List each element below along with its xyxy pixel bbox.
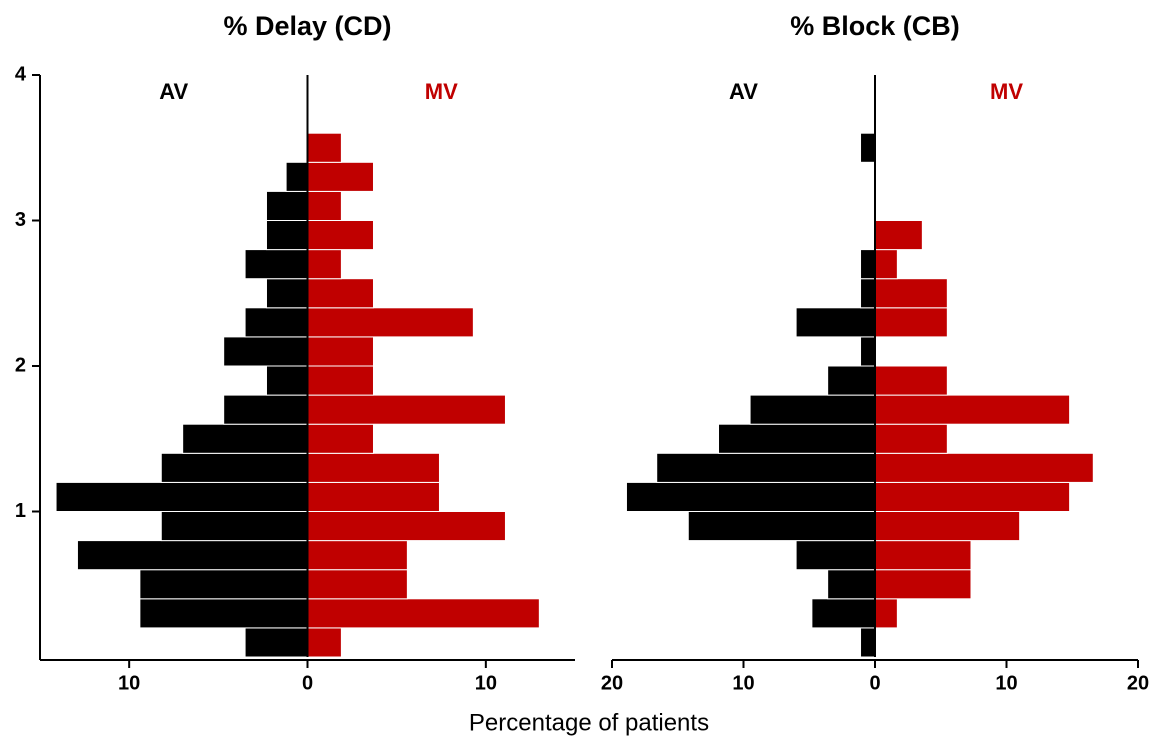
bar [307, 190, 342, 221]
bar [244, 307, 308, 338]
bar [265, 220, 309, 251]
bar [307, 132, 342, 163]
bar [827, 365, 876, 396]
y-tick-label: 2 [15, 354, 26, 376]
bar [874, 481, 1071, 512]
legend-label: AV [159, 79, 188, 104]
bar [860, 336, 876, 367]
bar [874, 394, 1071, 425]
bar [795, 307, 876, 338]
bar [795, 540, 876, 571]
bar [874, 540, 972, 571]
bar [307, 481, 440, 512]
legend-label: MV [990, 79, 1023, 104]
bar [874, 511, 1021, 542]
bar [749, 394, 876, 425]
bar [265, 365, 309, 396]
x-tick-label: 10 [118, 672, 140, 694]
chart-title: % Block (CB) [790, 11, 960, 41]
bar [307, 598, 540, 629]
bar [307, 540, 408, 571]
x-tick-label: 20 [601, 672, 623, 694]
x-tick-label: 10 [732, 672, 754, 694]
bar [307, 511, 506, 542]
bar [160, 511, 308, 542]
y-tick-label: 4 [15, 63, 27, 85]
bar [860, 627, 876, 658]
bar [139, 569, 308, 600]
bar [223, 394, 308, 425]
bar [625, 481, 876, 512]
bar [874, 220, 923, 251]
bar [307, 220, 374, 251]
bar [874, 307, 948, 338]
bar [244, 249, 308, 280]
y-tick-label: 3 [15, 209, 26, 231]
x-tick-label: 0 [302, 672, 313, 694]
bar [265, 190, 309, 221]
bar [874, 452, 1094, 483]
bar [874, 278, 948, 309]
bar [139, 598, 308, 629]
bar [307, 627, 342, 658]
bar [307, 394, 506, 425]
bar [76, 540, 308, 571]
y-tick-label: 1 [15, 500, 26, 522]
bar [656, 452, 876, 483]
bar [307, 249, 342, 280]
bar [307, 278, 374, 309]
legend-label: AV [729, 79, 758, 104]
bar [244, 627, 308, 658]
bar [160, 452, 308, 483]
x-tick-label: 10 [475, 672, 497, 694]
chart-title: % Delay (CD) [223, 11, 391, 41]
bar [860, 249, 876, 280]
bar [307, 307, 474, 338]
bar [874, 423, 948, 454]
bar [307, 423, 374, 454]
bar [811, 598, 876, 629]
x-tick-label: 0 [869, 672, 880, 694]
bar [874, 249, 898, 280]
bar [307, 569, 408, 600]
bar [718, 423, 876, 454]
bar [687, 511, 876, 542]
bar [307, 452, 440, 483]
bar [307, 365, 374, 396]
bar [874, 598, 898, 629]
x-tick-label: 20 [1127, 672, 1149, 694]
bar [307, 161, 374, 192]
bar [307, 336, 374, 367]
x-axis-label: Percentage of patients [469, 709, 709, 736]
bar [860, 278, 876, 309]
bar [182, 423, 309, 454]
bar [265, 278, 309, 309]
bar [827, 569, 876, 600]
bar [874, 365, 948, 396]
legend-label: MV [425, 79, 458, 104]
bar [55, 481, 308, 512]
bar [285, 161, 309, 192]
bar [860, 132, 876, 163]
bar [223, 336, 308, 367]
bar [874, 569, 972, 600]
x-tick-label: 10 [995, 672, 1017, 694]
